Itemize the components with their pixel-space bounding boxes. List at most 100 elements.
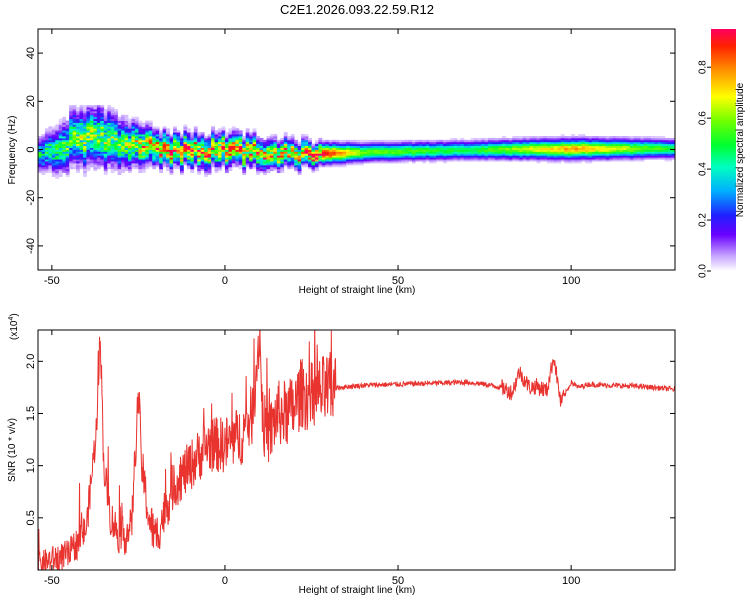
heatmap-cell (176, 153, 181, 156)
heatmap-cell (432, 139, 437, 143)
heatmap-cell (391, 139, 395, 143)
heatmap-cell (100, 159, 105, 162)
heatmap-cell (633, 155, 638, 158)
heatmap-cell (128, 137, 132, 141)
heatmap-cell (186, 155, 191, 158)
heatmap-cell (564, 136, 569, 139)
heatmap-cell (145, 130, 150, 133)
heatmap-cell (117, 141, 122, 145)
heatmap-cell (488, 149, 492, 152)
heatmap-cell (276, 141, 281, 145)
heatmap-cell (647, 141, 652, 145)
heatmap-cell (522, 143, 527, 147)
heatmap-cell (231, 151, 236, 154)
heatmap-cell (539, 139, 544, 143)
heatmap-cell (318, 159, 323, 162)
heatmap-cell (79, 107, 84, 110)
heatmap-cell (363, 153, 368, 156)
heatmap-cell (166, 141, 170, 145)
heatmap-cell (231, 143, 236, 147)
heatmap-cell (297, 157, 302, 160)
heatmap-cell (62, 147, 67, 150)
heatmap-cell (159, 168, 164, 172)
heatmap-cell (581, 137, 586, 141)
heatmap-cell (145, 155, 150, 158)
heatmap-cell (169, 164, 174, 168)
heatmap-cell (349, 159, 354, 162)
heatmap-cell (602, 143, 607, 147)
heatmap-cell (159, 132, 164, 135)
heatmap-cell (103, 151, 108, 154)
spectrogram-y-tick-label: -20 (25, 190, 37, 206)
heatmap-cell (93, 164, 98, 168)
heatmap-cell (636, 151, 641, 154)
heatmap-cell (429, 147, 434, 150)
heatmap-cell (526, 141, 530, 145)
heatmap-cell (48, 163, 53, 166)
heatmap-cell (235, 157, 240, 160)
heatmap-cell (477, 147, 482, 150)
heatmap-cell (193, 145, 198, 148)
heatmap-cell (107, 130, 112, 133)
heatmap-cell (86, 141, 91, 145)
heatmap-cell (256, 145, 260, 148)
heatmap-cell (138, 139, 143, 143)
heatmap-cell (72, 122, 77, 125)
heatmap-cell (380, 151, 385, 154)
heatmap-cell (186, 166, 191, 170)
heatmap-cell (117, 153, 122, 156)
heatmap-cell (470, 139, 475, 143)
heatmap-cell (211, 161, 215, 164)
heatmap-cell (124, 120, 129, 123)
heatmap-cell (439, 151, 444, 154)
heatmap-cell (314, 143, 319, 147)
heatmap-cell (110, 134, 115, 137)
heatmap-cell (238, 130, 243, 133)
heatmap-cell (200, 132, 205, 135)
heatmap-cell (128, 136, 132, 139)
heatmap-cell (62, 116, 67, 120)
heatmap-cell (96, 166, 101, 170)
heatmap-cell (477, 141, 482, 145)
heatmap-cell (51, 130, 56, 133)
heatmap-cell (204, 166, 209, 170)
heatmap-cell (578, 139, 582, 143)
heatmap-cell (314, 166, 319, 170)
heatmap-cell (83, 120, 87, 123)
heatmap-cell (314, 153, 319, 156)
heatmap-cell (363, 159, 368, 162)
heatmap-cell (571, 153, 575, 156)
heatmap-cell (238, 164, 243, 168)
heatmap-cell (474, 139, 479, 143)
heatmap-cell (619, 159, 624, 162)
heatmap-cell (83, 159, 87, 162)
heatmap-cell (83, 155, 87, 158)
heatmap-cell (456, 139, 461, 143)
heatmap-cell (193, 149, 198, 152)
heatmap-cell (197, 147, 202, 150)
heatmap-cell (626, 147, 631, 150)
heatmap-cell (567, 145, 572, 148)
heatmap-cell (263, 157, 267, 160)
heatmap-cell (342, 159, 347, 162)
heatmap-cell (103, 141, 108, 145)
heatmap-cell (398, 141, 402, 145)
heatmap-cell (86, 110, 91, 114)
heatmap-cell (640, 153, 645, 156)
heatmap-cell (200, 157, 205, 160)
heatmap-cell (290, 163, 295, 166)
heatmap-cell (335, 151, 340, 154)
heatmap-cell (190, 159, 195, 162)
heatmap-cell (211, 139, 215, 143)
heatmap-cell (318, 153, 323, 156)
heatmap-cell (411, 161, 416, 164)
heatmap-cell (439, 155, 444, 158)
heatmap-cell (266, 141, 271, 145)
heatmap-cell (65, 130, 70, 133)
heatmap-cell (304, 134, 309, 137)
heatmap-cell (145, 164, 150, 168)
heatmap-cell (159, 141, 164, 145)
heatmap-cell (287, 151, 292, 154)
heatmap-cell (58, 136, 63, 139)
heatmap-cell (190, 164, 195, 168)
